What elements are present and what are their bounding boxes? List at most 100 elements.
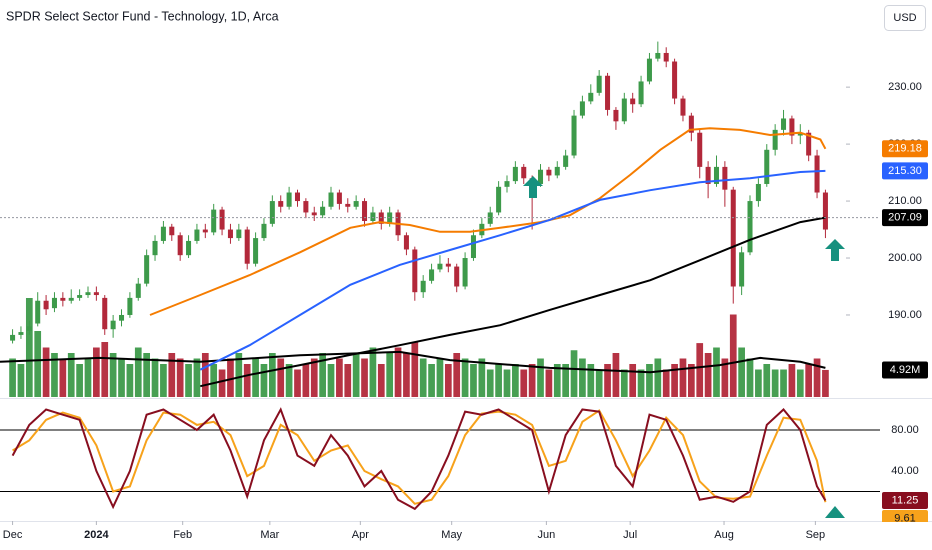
- candle-body: [77, 295, 83, 298]
- volume-bar: [218, 369, 226, 397]
- candle-body: [10, 334, 16, 341]
- volume-bar: [193, 358, 201, 397]
- x-tick-label: Jun: [538, 529, 556, 541]
- value-badge: [882, 361, 928, 379]
- candle-body: [286, 192, 292, 207]
- volume-bar: [185, 364, 192, 397]
- volume-bar: [771, 369, 779, 397]
- candle-body: [152, 240, 158, 256]
- stoch-tick-label: 80.00: [891, 424, 919, 436]
- volume-bar: [118, 358, 125, 397]
- candle-body: [797, 132, 803, 136]
- candle-body: [554, 166, 560, 176]
- candle-body: [537, 169, 544, 184]
- candle-body: [764, 149, 770, 184]
- candle-body: [144, 255, 150, 284]
- candle-body: [362, 201, 368, 221]
- stoch-k: [11, 407, 827, 511]
- candle-body: [194, 229, 200, 241]
- currency[interactable]: USD: [893, 12, 916, 24]
- volume-bar: [394, 347, 402, 397]
- value-badge: [882, 491, 928, 509]
- candle-body: [110, 320, 116, 330]
- volume-bar: [160, 364, 167, 397]
- moving-average: [200, 216, 826, 388]
- volume-bar: [763, 364, 771, 397]
- candle-body: [563, 155, 569, 167]
- volume-bar: [805, 364, 813, 397]
- volume-bar: [813, 358, 821, 397]
- signal-arrow: [825, 239, 845, 261]
- volume-bar: [235, 353, 243, 397]
- x-tick-label: 2024: [84, 529, 109, 541]
- volume-bar: [51, 353, 58, 397]
- volume-bar: [570, 350, 578, 397]
- volume-bar: [704, 353, 712, 397]
- candle-body: [621, 98, 627, 122]
- volume-bar: [76, 364, 83, 397]
- volume-bar: [9, 358, 16, 397]
- candle-body: [646, 58, 652, 82]
- volume-bar: [336, 358, 343, 397]
- candle-body: [311, 212, 317, 216]
- candle-body: [303, 201, 309, 213]
- candle-body: [697, 132, 703, 167]
- candle-body: [294, 192, 301, 202]
- candle-body: [412, 249, 418, 293]
- volume-bar: [729, 314, 737, 397]
- volume-bar: [553, 364, 561, 397]
- volume-bar: [604, 364, 611, 397]
- volume-bar: [579, 358, 586, 397]
- volume-bar: [344, 364, 352, 397]
- volume-bar: [512, 364, 519, 397]
- currency-box[interactable]: [884, 5, 926, 31]
- stoch-d: [12, 409, 827, 505]
- volume-bar: [545, 369, 553, 397]
- candle-body: [336, 192, 342, 204]
- candle-body: [596, 75, 602, 93]
- signal-arrow: [523, 176, 543, 198]
- candle-body: [211, 209, 217, 233]
- candle-body: [169, 226, 175, 236]
- candle-body: [822, 192, 828, 230]
- candle-body: [454, 266, 460, 287]
- candle-body: [739, 252, 745, 287]
- value-badge-label: 215.30: [888, 165, 922, 177]
- candle-body: [521, 166, 527, 179]
- candle-body: [85, 292, 91, 296]
- candle-body: [571, 115, 577, 156]
- volume-bar: [268, 353, 276, 397]
- volume-bar: [671, 364, 678, 397]
- candle-body: [630, 98, 636, 105]
- volume-bar: [495, 364, 502, 397]
- value-badge-label: 4.92M: [890, 364, 921, 376]
- candle-body: [638, 81, 644, 105]
- candle-body: [705, 166, 711, 184]
- volume-bar: [662, 369, 670, 397]
- volume-bar: [654, 358, 662, 397]
- volume-ma: [0, 350, 826, 374]
- candle-body: [655, 52, 661, 59]
- value-badge-label: 9.61: [894, 512, 915, 524]
- candle-body: [345, 203, 351, 207]
- volume-bar: [796, 369, 804, 397]
- y-tick-label: 210.00: [888, 195, 922, 207]
- candle-body: [35, 300, 41, 324]
- candle-body: [546, 169, 552, 176]
- volume-bar: [687, 364, 695, 397]
- candle-body: [328, 192, 334, 207]
- candle-body: [713, 166, 720, 184]
- volume-bar: [42, 347, 50, 397]
- value-badge-label: 219.18: [888, 143, 922, 155]
- volume-bar: [352, 353, 360, 397]
- candle-body: [420, 280, 426, 293]
- x-tick-label: Feb: [173, 529, 192, 541]
- y-tick-label: 190.00: [888, 309, 922, 321]
- candle-body: [579, 101, 585, 116]
- candle-body: [219, 209, 225, 230]
- volume-bar: [67, 353, 75, 397]
- volume-bar: [84, 358, 92, 397]
- candle-body: [177, 235, 183, 256]
